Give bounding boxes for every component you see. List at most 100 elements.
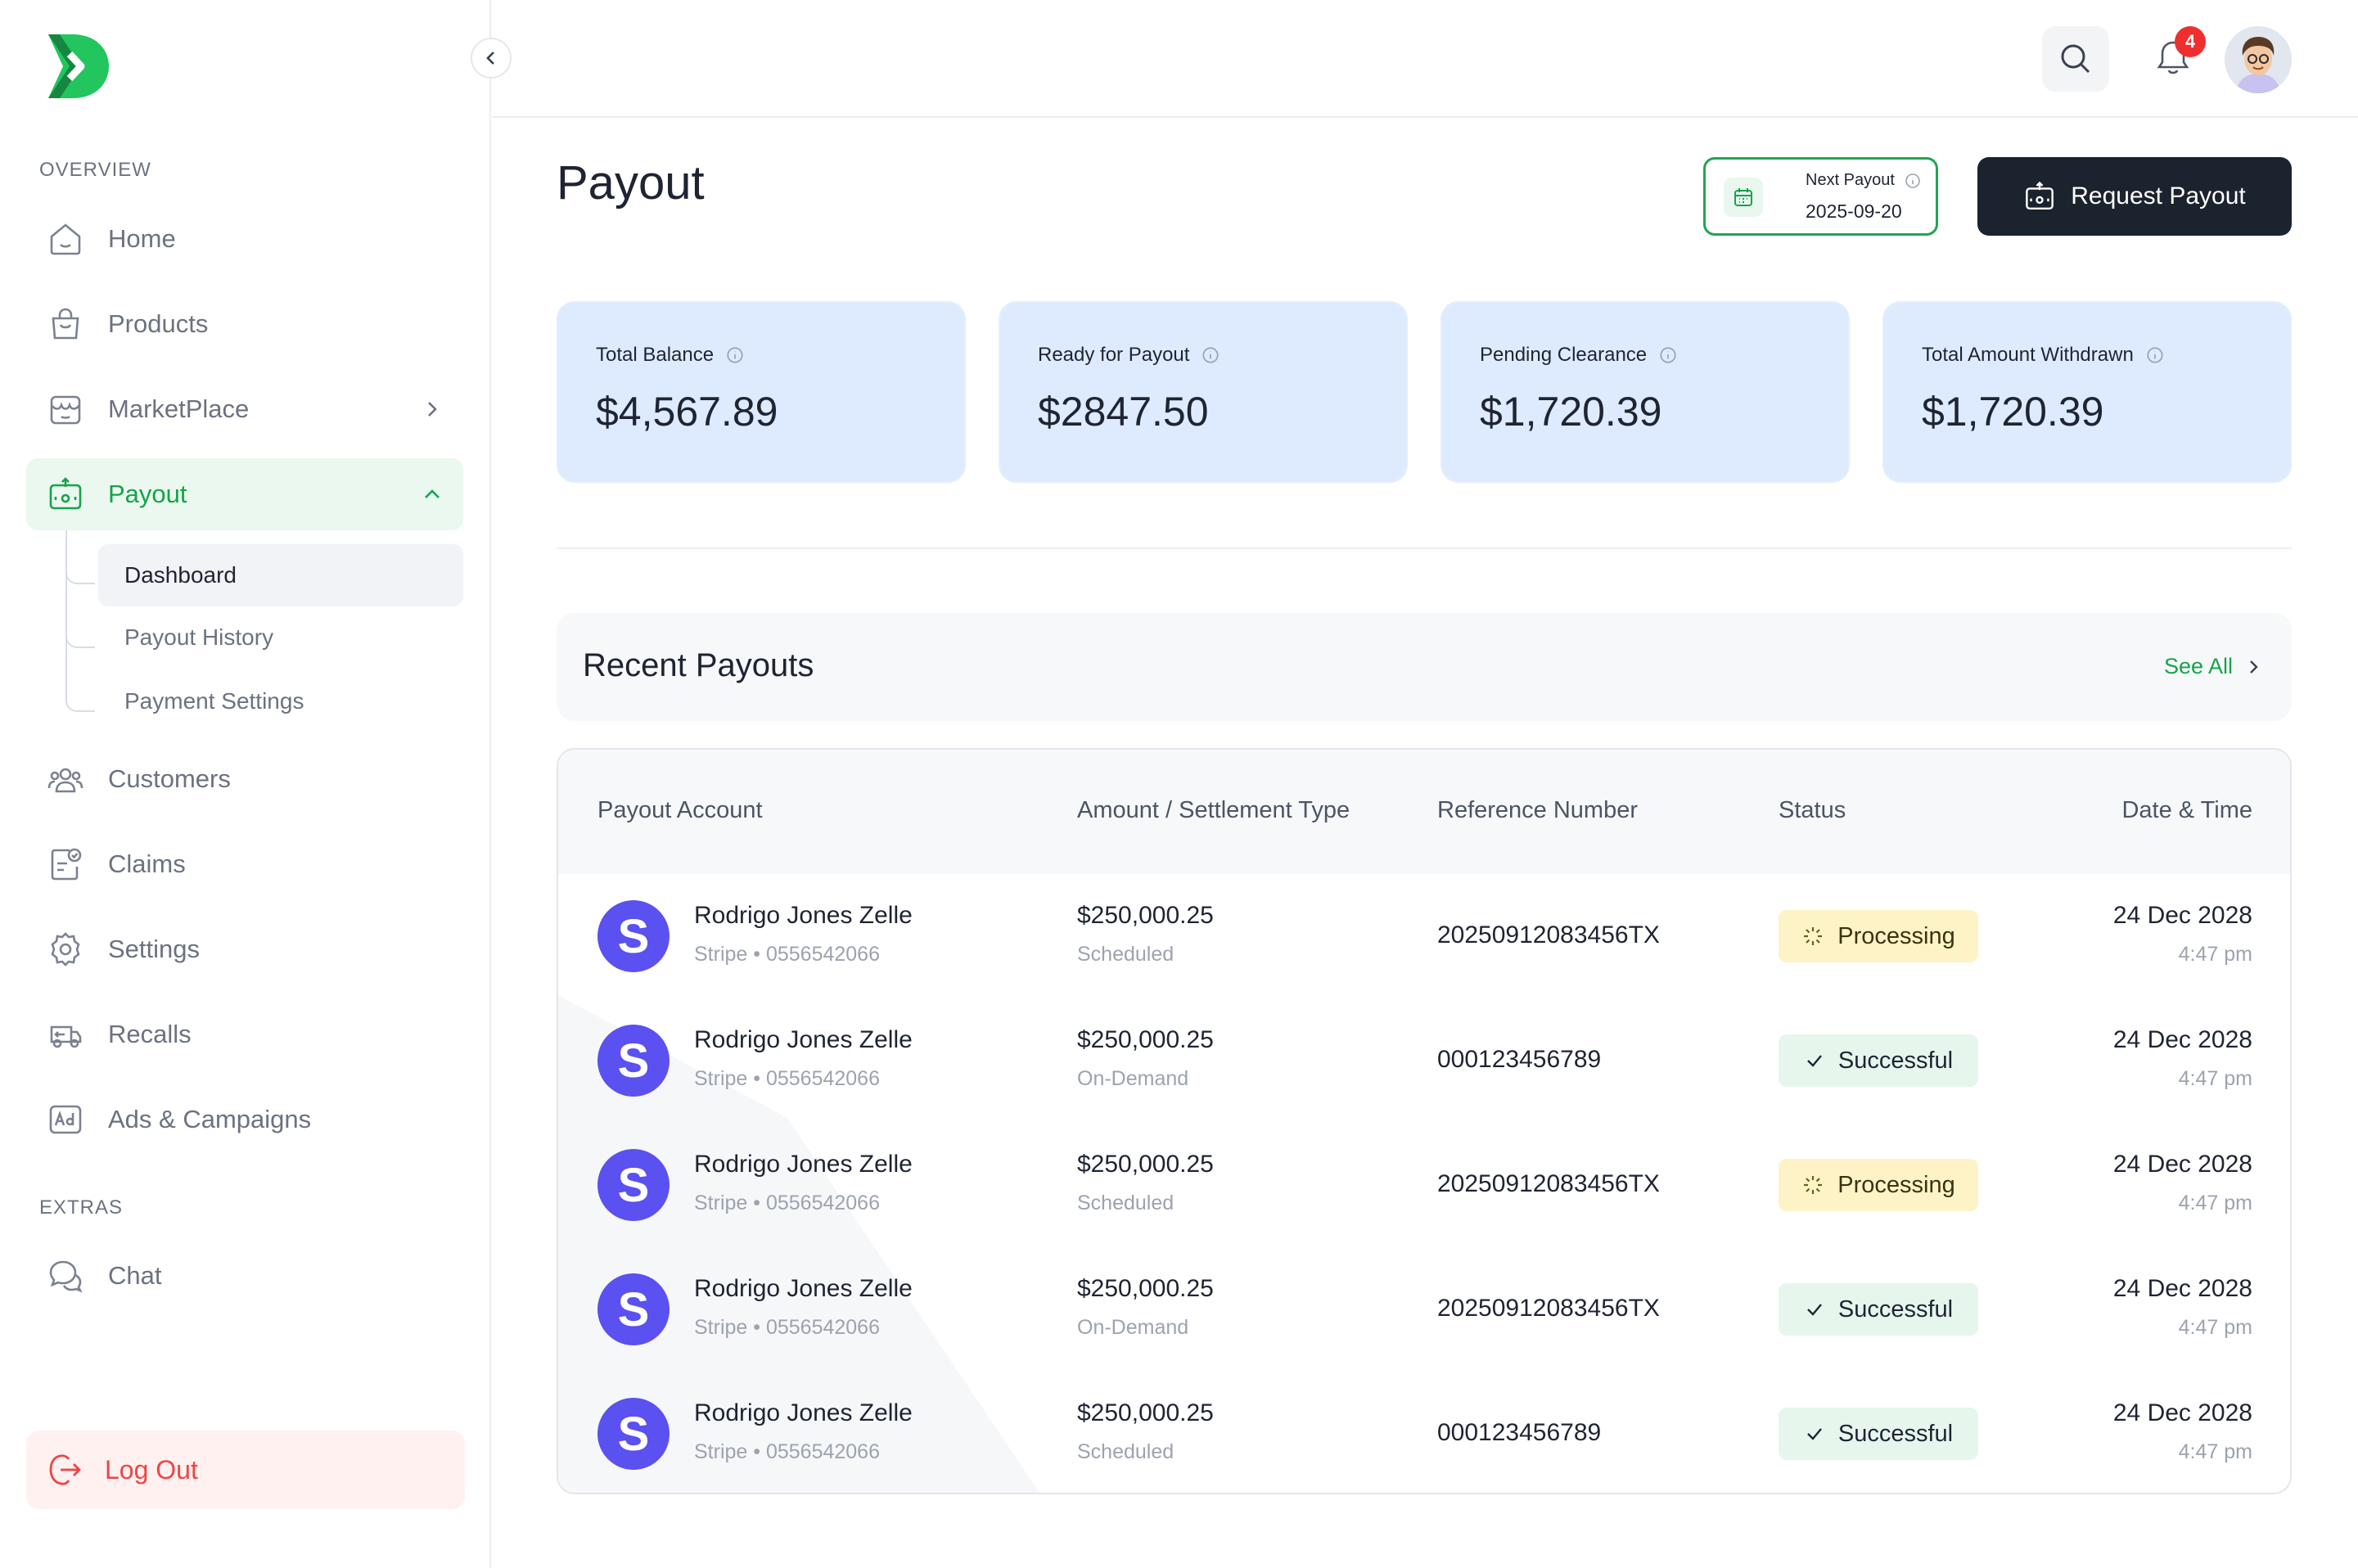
sidebar-item-claims[interactable]: Claims	[26, 828, 463, 900]
stripe-logo: S	[597, 1025, 670, 1097]
column-header[interactable]: Reference Number	[1437, 797, 1638, 823]
gear-icon	[46, 930, 85, 969]
date: 24 Dec 2028	[2112, 1399, 2252, 1426]
account-detail: Stripe • 0556542066	[694, 1067, 880, 1090]
sidebar-item-home[interactable]: Home	[26, 203, 463, 275]
sidebar-item-label: MarketPlace	[108, 394, 250, 423]
subnav-dashboard[interactable]: Dashboard	[98, 544, 463, 606]
status-badge: Successful	[1779, 1283, 1978, 1336]
status-badge: Successful	[1779, 1408, 1978, 1460]
account-name: Rodrigo Jones Zelle	[694, 1275, 913, 1302]
info-icon[interactable]	[725, 345, 745, 365]
info-icon[interactable]	[2145, 345, 2165, 365]
loader-icon	[1804, 1176, 1823, 1194]
submenu-branch	[65, 630, 95, 648]
time: 4:47 pm	[2178, 1440, 2252, 1463]
logout-button[interactable]: Log Out	[26, 1431, 465, 1509]
status-label: Processing	[1837, 1171, 1955, 1198]
column-header[interactable]: Amount / Settlement Type	[1077, 797, 1350, 823]
user-avatar[interactable]	[2225, 26, 2292, 93]
stat-value: $1,720.39	[1480, 389, 1662, 435]
info-icon[interactable]	[1201, 345, 1220, 365]
settlement-type: On-Demand	[1077, 1316, 1189, 1339]
stripe-logo: S	[597, 1149, 670, 1221]
table-row[interactable]: S Rodrigo Jones Zelle Stripe • 055654206…	[558, 1247, 2290, 1372]
status-badge: Successful	[1779, 1034, 1978, 1087]
submenu-branch	[65, 694, 95, 712]
date: 24 Dec 2028	[2112, 1026, 2252, 1053]
account-name: Rodrigo Jones Zelle	[694, 1399, 913, 1426]
next-payout-date: 2025-09-20	[1806, 201, 1902, 222]
table-row[interactable]: S Rodrigo Jones Zelle Stripe • 055654206…	[558, 1123, 2290, 1247]
subnav-payout-history[interactable]: Payout History	[124, 624, 274, 650]
check-icon	[1807, 1428, 1822, 1440]
sidebar-item-marketplace[interactable]: MarketPlace	[26, 373, 463, 445]
sidebar-item-products[interactable]: Products	[26, 288, 463, 360]
sidebar-item-recalls[interactable]: Recalls	[26, 998, 463, 1070]
date: 24 Dec 2028	[2112, 902, 2252, 929]
logout-label: Log Out	[105, 1454, 198, 1485]
sidebar-item-label: Customers	[108, 764, 231, 793]
logout-icon	[49, 1454, 81, 1485]
top-header	[493, 0, 2358, 118]
table-row[interactable]: S Rodrigo Jones Zelle Stripe • 055654206…	[558, 874, 2290, 998]
reference-number: 20250912083456TX	[1437, 1170, 1660, 1197]
sidebar-item-customers[interactable]: Customers	[26, 743, 463, 815]
table-row[interactable]: S Rodrigo Jones Zelle Stripe • 055654206…	[558, 1372, 2290, 1493]
stripe-logo: S	[597, 1398, 670, 1470]
store-icon	[46, 390, 85, 429]
reference-number: 000123456789	[1437, 1046, 1602, 1073]
account-name: Rodrigo Jones Zelle	[694, 902, 913, 929]
section-extras: EXTRAS	[39, 1196, 124, 1219]
recent-payouts-header: Recent Payouts See All	[557, 613, 2292, 721]
section-overview: OVERVIEW	[39, 159, 151, 181]
next-payout-card[interactable]: Next Payout 2025-09-20	[1703, 157, 1938, 236]
sidebar-item-settings[interactable]: Settings	[26, 913, 463, 985]
stripe-logo: S	[597, 900, 670, 972]
stripe-logo: S	[597, 1273, 670, 1345]
sidebar-item-payout[interactable]: Payout	[26, 458, 463, 530]
subnav-payment-settings[interactable]: Payment Settings	[124, 688, 304, 714]
status-badge: Processing	[1779, 1159, 1978, 1211]
payout-icon	[46, 475, 85, 514]
status-badge: Processing	[1779, 910, 1978, 962]
calendar-icon	[1724, 178, 1763, 217]
request-payout-label: Request Payout	[2071, 182, 2246, 210]
claims-icon	[46, 845, 85, 884]
stat-value: $4,567.89	[596, 389, 778, 435]
settlement-type: On-Demand	[1077, 1067, 1189, 1090]
column-header[interactable]: Date & Time	[2121, 797, 2252, 823]
chevron-right-icon	[428, 402, 437, 417]
date: 24 Dec 2028	[2112, 1275, 2252, 1302]
account-name: Rodrigo Jones Zelle	[694, 1151, 913, 1178]
brand-logo[interactable]	[45, 31, 110, 101]
page-title: Payout	[557, 156, 705, 210]
info-icon[interactable]	[1658, 345, 1678, 365]
sidebar-item-label: Settings	[108, 935, 201, 963]
search-button[interactable]	[2042, 26, 2109, 92]
notification-badge: 4	[2175, 26, 2206, 57]
column-header[interactable]: Status	[1779, 797, 1846, 823]
status-label: Successful	[1837, 1295, 1954, 1322]
request-payout-button[interactable]: Request Payout	[1977, 157, 2292, 236]
watermark-shape	[558, 995, 1040, 1493]
settlement-type: Scheduled	[1077, 1440, 1174, 1463]
time: 4:47 pm	[2178, 1067, 2252, 1090]
info-icon	[1905, 173, 1920, 188]
check-icon	[1807, 1055, 1822, 1067]
sidebar-item-label: Ads & Campaigns	[108, 1105, 312, 1133]
column-header[interactable]: Payout Account	[597, 797, 763, 823]
next-payout-label: Next Payout	[1806, 171, 1895, 189]
sidebar-item-ads-campaigns[interactable]: Ads & Campaigns	[26, 1084, 463, 1156]
table-header: Payout Account Amount / Settlement Type …	[558, 750, 2290, 874]
stat-label: Total Balance	[596, 344, 715, 366]
table-row[interactable]: S Rodrigo Jones Zelle Stripe • 055654206…	[558, 998, 2290, 1123]
stat-label: Pending Clearance	[1480, 344, 1648, 366]
sidebar-item-chat[interactable]: Chat	[26, 1240, 463, 1312]
sidebar-item-label: Chat	[108, 1261, 162, 1290]
home-icon	[46, 219, 85, 259]
collapse-sidebar-button[interactable]	[471, 38, 512, 79]
see-all-link[interactable]: See All	[2164, 654, 2262, 679]
section-divider	[557, 547, 2292, 549]
time: 4:47 pm	[2178, 1192, 2252, 1214]
